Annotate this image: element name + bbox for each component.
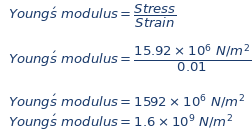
Text: $\mathit{Young\'s\ modulus} = \dfrac{15.92 \times 10^{6}\ N/m^{2}}{0.01}$: $\mathit{Young\'s\ modulus} = \dfrac{15.… [8,42,250,74]
Text: $\mathit{Young\'s\ modulus} = 1.6 \times 10^{9}\ N/m^{2}$: $\mathit{Young\'s\ modulus} = 1.6 \times… [8,112,232,132]
Text: $\mathit{Young\'s\ modulus} = 1592 \times 10^{6}\ N/m^{2}$: $\mathit{Young\'s\ modulus} = 1592 \time… [8,93,244,112]
Text: $\mathit{Young\'s\ modulus} = \dfrac{\mathit{Stress}}{\mathit{Strain}}$: $\mathit{Young\'s\ modulus} = \dfrac{\ma… [8,3,176,30]
